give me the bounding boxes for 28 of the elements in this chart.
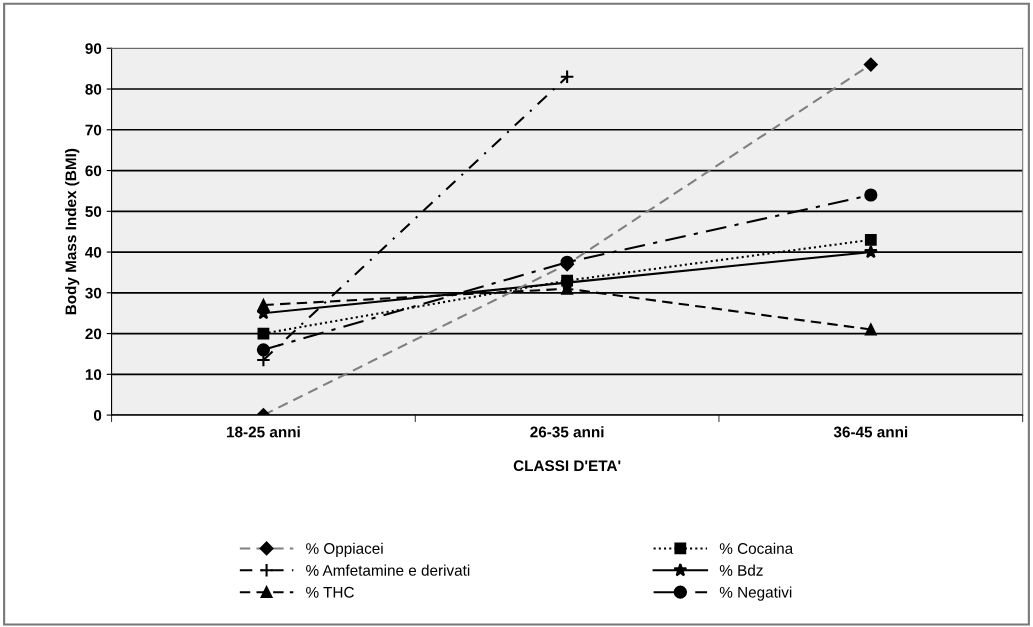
legend-label: % Cocaina (719, 542, 794, 554)
x-tick-label: 18-25 anni (227, 426, 300, 438)
y-tick-label: 30 (85, 287, 102, 299)
x-tick-label: 36-45 anni (833, 426, 908, 438)
y-tick-label: 60 (85, 165, 102, 177)
y-tick-label: 90 (85, 43, 102, 54)
point (863, 244, 878, 259)
y-tick-label: 0 (93, 409, 102, 421)
y-tick-label: 80 (85, 83, 102, 95)
y-tick-label: 40 (85, 246, 102, 258)
y-tick-label: 70 (85, 124, 102, 136)
y-axis-title: Body Mass Index (BMI) (65, 148, 80, 315)
legend-label: % Bdz (719, 564, 763, 576)
point (864, 188, 878, 202)
point (257, 327, 270, 340)
legend-label: % THC (306, 586, 354, 598)
point (864, 323, 877, 336)
y-tick-label: 50 (85, 206, 102, 217)
y-tick-label: 10 (85, 369, 102, 381)
legend-label: % Amfetamine e derivati (306, 564, 470, 576)
legend-label: % Negativi (719, 586, 792, 601)
point (256, 343, 271, 357)
x-tick-label: 26-35 anni (530, 426, 604, 438)
point (559, 69, 575, 85)
point (864, 233, 877, 246)
y-tick-label: 20 (85, 328, 102, 340)
x-axis-title: CLASSI D'ETA' (513, 460, 621, 472)
legend-label: % Oppiacei (306, 542, 383, 557)
